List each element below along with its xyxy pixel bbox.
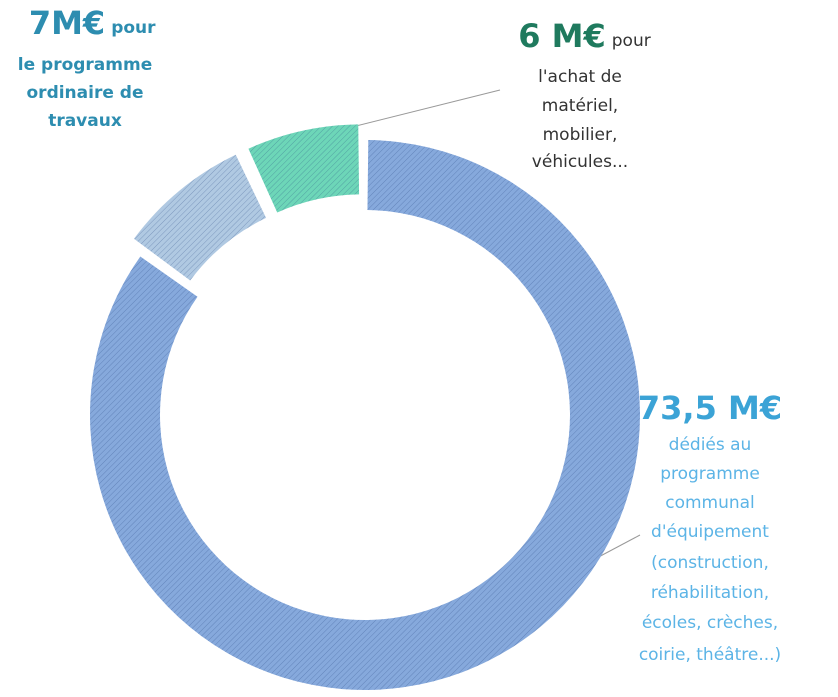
label-text: l'achat de	[538, 67, 622, 87]
label-text: écoles, crèches,	[642, 613, 778, 633]
label-text: véhicules...	[532, 152, 628, 172]
label-text: travaux	[48, 111, 122, 131]
label-text: pour	[612, 31, 651, 51]
slice-hatch	[133, 154, 267, 281]
label-text: programme	[660, 464, 760, 484]
label-text: communal	[665, 493, 755, 513]
label-text: mobilier,	[543, 125, 618, 145]
label-text: d'équipement	[651, 522, 769, 542]
label-text: dédiés au	[669, 435, 752, 455]
slice-hatch	[248, 124, 360, 213]
label-text: le programme	[18, 55, 153, 75]
value-label: 73,5 M€	[638, 389, 782, 427]
label-text: réhabilitation,	[651, 583, 769, 603]
label-text: ordinaire de	[27, 83, 144, 103]
value-label: 7M€	[29, 4, 105, 42]
label-text: pour	[111, 18, 156, 38]
label-text: (construction,	[651, 553, 769, 573]
label-text: matériel,	[542, 96, 618, 116]
label-text: coirie, théâtre...)	[639, 645, 781, 665]
value-label: 6 M€	[518, 17, 606, 55]
